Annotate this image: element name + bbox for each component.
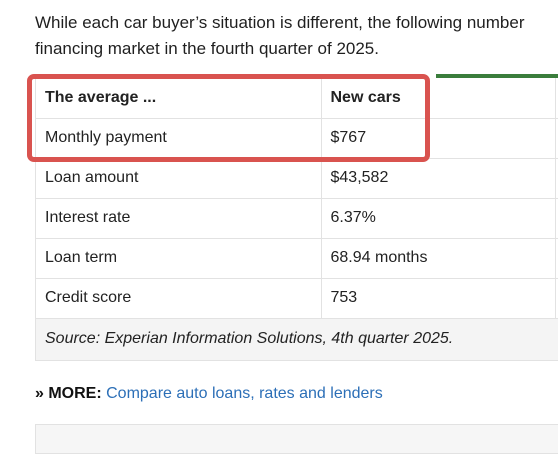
row-extra — [555, 198, 558, 239]
row-label: Credit score — [36, 278, 322, 319]
content-box — [35, 424, 558, 454]
table-row: Loan term 68.94 months — [36, 238, 558, 279]
intro-line-2: financing market in the fourth quarter o… — [35, 39, 379, 58]
row-value: 753 — [321, 278, 556, 319]
row-value: $767 — [321, 118, 556, 159]
row-label: Monthly payment — [36, 118, 322, 159]
row-extra — [555, 118, 558, 159]
intro-paragraph: While each car buyer’s situation is diff… — [35, 10, 558, 62]
table-row: Credit score 753 — [36, 278, 558, 319]
table-row: Interest rate 6.37% — [36, 198, 558, 239]
row-label: Interest rate — [36, 198, 322, 239]
row-extra — [555, 278, 558, 319]
more-prefix: » MORE: — [35, 385, 102, 402]
table-accent-rule — [436, 74, 558, 78]
table-row: Loan amount $43,582 — [36, 158, 558, 199]
more-links: » MORE: Compare auto loans, rates and le… — [35, 385, 383, 403]
row-label: Loan term — [36, 238, 322, 279]
header-average: The average ... — [36, 78, 322, 119]
row-extra — [555, 158, 558, 199]
row-extra — [555, 238, 558, 279]
row-value: 68.94 months — [321, 238, 556, 279]
auto-loan-table: The average ... New cars Monthly payment… — [35, 78, 558, 361]
compare-auto-loans-link[interactable]: Compare auto loans, rates and lenders — [106, 385, 383, 402]
header-extra — [555, 78, 558, 119]
header-new-cars: New cars — [321, 78, 556, 119]
table-source-note: Source: Experian Information Solutions, … — [36, 318, 558, 361]
table-row: Monthly payment $767 — [36, 118, 558, 159]
intro-line-1: While each car buyer’s situation is diff… — [35, 13, 525, 32]
row-value: $43,582 — [321, 158, 556, 199]
row-value: 6.37% — [321, 198, 556, 239]
table-header-row: The average ... New cars — [36, 78, 558, 119]
row-label: Loan amount — [36, 158, 322, 199]
table-source-row: Source: Experian Information Solutions, … — [36, 318, 558, 361]
